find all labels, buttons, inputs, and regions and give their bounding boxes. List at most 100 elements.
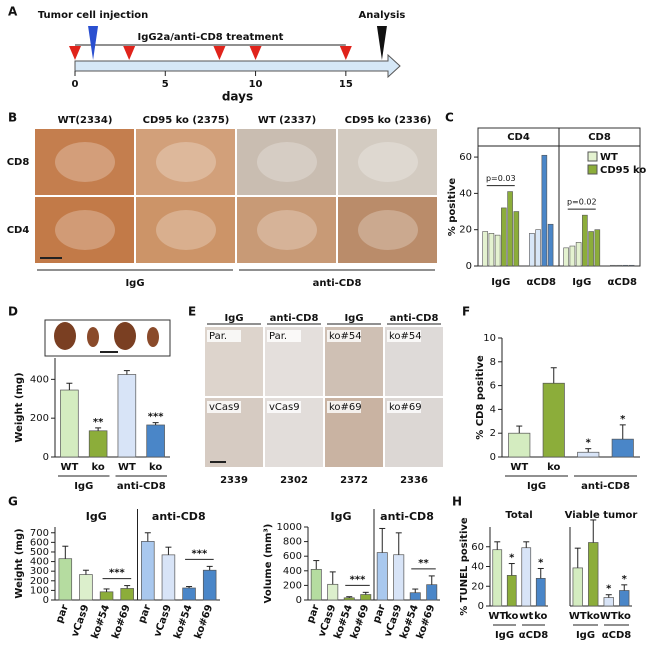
y-axis-label: % CD8 positive	[475, 355, 486, 440]
bar	[147, 425, 165, 457]
y-tick-label: 200	[283, 580, 302, 591]
bar	[595, 230, 600, 266]
group-label: IgG	[125, 278, 144, 289]
ihc-texture	[358, 142, 418, 182]
y-tick-label: 600	[283, 551, 302, 562]
treatment-marker	[69, 46, 81, 60]
y-axis-label: % TUNEL positive	[459, 517, 470, 616]
y-tick-label: 20	[459, 225, 472, 236]
x-tick-label: IgG	[572, 277, 591, 288]
bar	[162, 555, 175, 600]
x-tick-label: WT	[600, 611, 618, 622]
legend-swatch	[588, 165, 597, 174]
bar	[361, 595, 371, 600]
y-tick-label: 6	[490, 381, 496, 392]
panel-letter: E	[188, 305, 196, 319]
x-tick-label: ko#54	[90, 603, 113, 640]
injection-marker	[88, 26, 98, 60]
y-tick-label: 8	[490, 357, 496, 368]
significance: **	[93, 417, 104, 428]
legend-label: CD95 ko	[600, 165, 646, 176]
bar	[570, 246, 575, 266]
panel-letter: F	[462, 305, 470, 319]
group-label: anti-CD8	[152, 510, 206, 523]
significance: ***	[148, 412, 164, 423]
mouse-id: 2372	[340, 475, 368, 486]
bar	[59, 559, 72, 600]
section-label: CD8	[588, 132, 611, 143]
significance: *	[509, 553, 515, 564]
bar	[564, 248, 569, 266]
treatment-marker	[340, 46, 352, 60]
x-tick-label: 5	[162, 79, 169, 90]
column-header: anti-CD8	[390, 313, 439, 324]
bar	[183, 588, 196, 600]
column-header: anti-CD8	[270, 313, 319, 324]
x-tick-label: WT	[118, 462, 136, 473]
image-label: ko#54	[389, 331, 422, 342]
section-label: CD4	[507, 132, 530, 143]
x-tick-label: WT	[488, 611, 506, 622]
bar	[582, 215, 587, 266]
group-label: αCD8	[519, 630, 549, 641]
legend-label: WT	[600, 152, 618, 163]
bracket-label: ***	[109, 568, 125, 579]
bar	[548, 224, 553, 266]
x-tick-label: par	[137, 603, 154, 625]
y-tick-label: 60	[459, 152, 472, 163]
mouse-id: 2339	[220, 475, 248, 486]
group-label: IgG	[331, 510, 352, 523]
bracket-label: **	[418, 558, 429, 569]
x-tick-label: ko#69	[193, 603, 216, 640]
y-tick-label: 400	[283, 566, 302, 577]
y-tick-label: 700	[30, 528, 49, 539]
treatment-label: IgG2a/anti-CD8 treatment	[137, 32, 283, 43]
bar	[536, 230, 541, 266]
x-tick-label: ko	[534, 611, 547, 622]
group-label: IgG	[86, 510, 107, 523]
bar	[141, 541, 154, 600]
row-label: CD8	[7, 157, 30, 168]
injection-label: Tumor cell injection	[38, 10, 148, 21]
image-label: Par.	[269, 331, 287, 342]
y-tick-label: 0	[478, 601, 484, 612]
panel-letter: H	[452, 495, 462, 509]
group-label: anti-CD8	[313, 278, 362, 289]
tumor	[114, 322, 136, 350]
significance: *	[586, 438, 592, 449]
bracket-label: ***	[350, 574, 366, 585]
y-axis-label: Volume (mm³)	[263, 524, 274, 604]
y-tick-label: 0	[43, 595, 49, 606]
bar	[89, 431, 107, 457]
y-tick-label: 500	[30, 547, 49, 558]
bar	[328, 584, 338, 600]
y-tick-label: 600	[30, 537, 49, 548]
annotation: p=0.02	[567, 198, 597, 207]
group-label: IgG	[495, 630, 514, 641]
tumor	[87, 327, 99, 347]
image-label: vCas9	[269, 402, 300, 413]
bar	[507, 575, 516, 606]
group-label: IgG	[527, 481, 546, 492]
x-tick-label: ko#54	[172, 603, 195, 640]
bar	[578, 452, 599, 457]
y-tick-label: 0	[490, 452, 496, 463]
y-tick-label: 0	[296, 595, 302, 606]
bar	[483, 232, 488, 266]
x-tick-label: ko	[547, 462, 560, 473]
x-axis-label: days	[222, 90, 253, 104]
bar	[377, 553, 387, 600]
x-tick-label: αCD8	[608, 277, 638, 288]
row-label: CD4	[7, 225, 30, 236]
panel-letter: A	[8, 5, 18, 19]
y-tick-label: 10	[483, 333, 496, 344]
x-tick-label: wt	[519, 611, 533, 622]
bar	[508, 192, 513, 266]
y-tick-label: 100	[30, 585, 49, 596]
image-label: ko#54	[329, 331, 362, 342]
mouse-id: 2336	[400, 475, 428, 486]
ihc-texture	[55, 210, 115, 250]
treatment-marker	[213, 46, 225, 60]
significance: *	[538, 557, 544, 568]
